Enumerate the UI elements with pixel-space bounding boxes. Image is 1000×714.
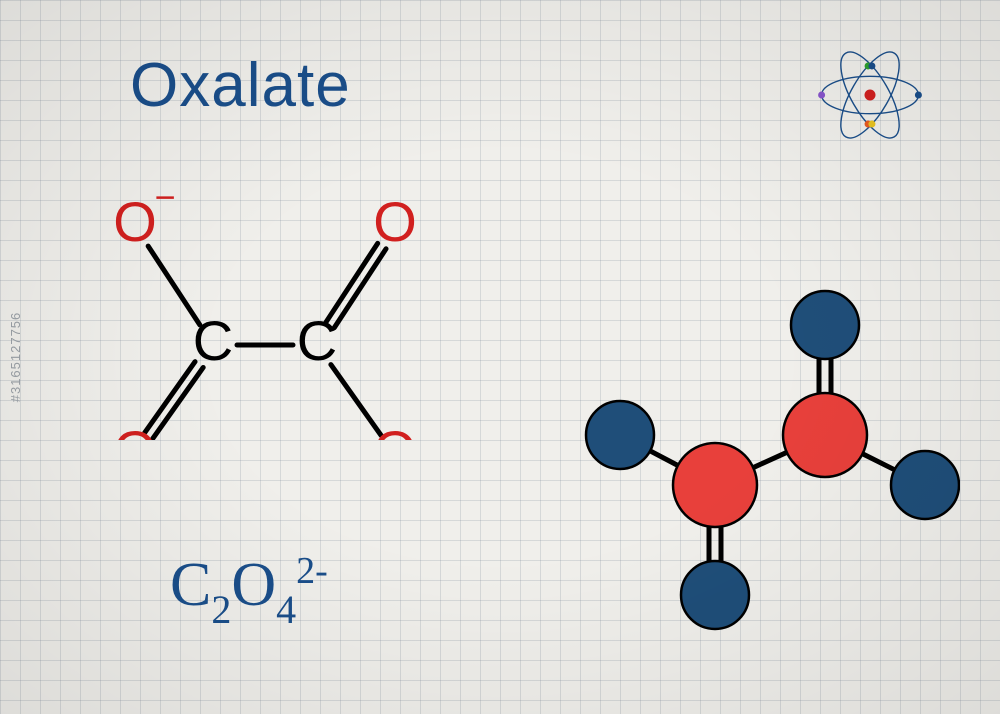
molecular-formula: C2O42- [170,550,328,621]
svg-text:O: O [113,190,157,253]
svg-text:C: C [297,309,337,372]
atom-icon [815,40,925,150]
svg-text:C: C [193,309,233,372]
structural-formula: CCO−OOO− [95,180,415,440]
svg-text:O: O [373,190,415,253]
ball-stick-model [560,280,960,640]
compound-title: Oxalate [130,50,351,121]
svg-text:O: O [373,419,415,440]
stock-id-watermark: #3165127756 [8,312,23,403]
svg-text:−: − [154,180,175,218]
svg-text:−: − [414,406,415,440]
svg-text:O: O [113,419,157,440]
